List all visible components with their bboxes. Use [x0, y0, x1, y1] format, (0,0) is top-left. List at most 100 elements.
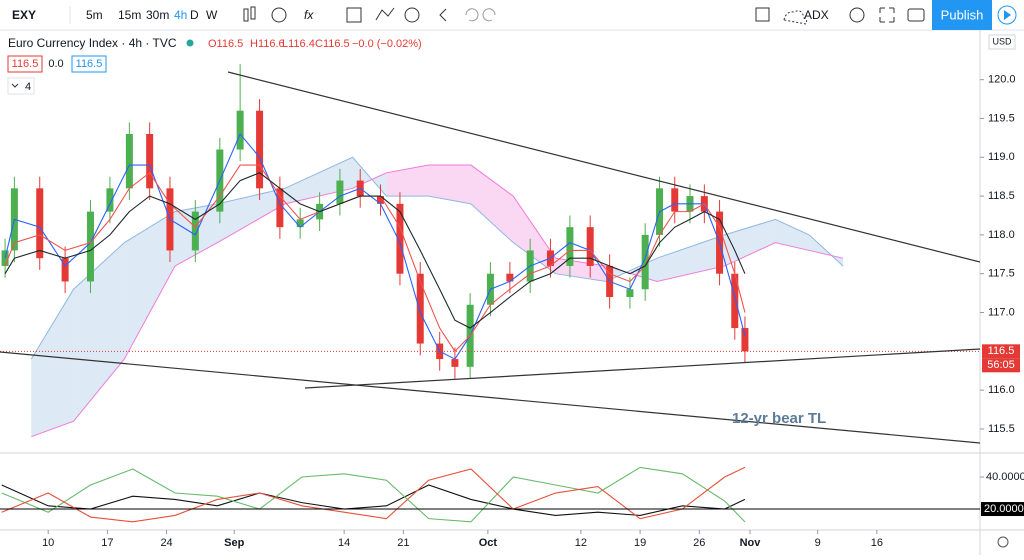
candle-body	[377, 196, 385, 204]
trend-line[interactable]	[0, 351, 980, 444]
indicator-pane	[0, 466, 980, 523]
candle-body	[416, 273, 424, 344]
indicator-line	[4, 164, 746, 353]
ohlc-close: C116.5	[315, 38, 350, 50]
market-status	[186, 39, 194, 47]
candle-body	[741, 328, 749, 352]
currency-box[interactable]	[988, 34, 1016, 50]
cloud-segment	[470, 165, 514, 243]
x-tick-label: 10	[42, 537, 54, 549]
candle-body	[146, 134, 154, 189]
y-tick-label: 40.0000	[986, 471, 1024, 483]
trend-line[interactable]	[227, 71, 980, 263]
candle-body	[191, 211, 199, 251]
cloud-segment	[284, 157, 353, 204]
cloud-icon[interactable]	[783, 10, 808, 25]
chevron	[11, 83, 19, 88]
x-tick-label: 16	[871, 537, 883, 549]
currency: USD	[992, 36, 1012, 46]
level-label: 20.0000	[984, 503, 1024, 515]
publish-label[interactable]: Publish	[941, 7, 984, 22]
chart-type-icon[interactable]	[243, 6, 256, 22]
cloud-edge	[31, 164, 844, 438]
templates-icon[interactable]	[346, 7, 362, 23]
x-tick-label: 19	[634, 537, 646, 549]
fx-icon[interactable]: fx	[304, 8, 314, 22]
compare-icon[interactable]	[375, 7, 395, 21]
annotation[interactable]: 12-yr bear TL	[732, 410, 826, 427]
x-tick-label: 24	[160, 537, 172, 549]
interval[interactable]: 5m	[86, 8, 103, 22]
interval[interactable]: 4h	[174, 8, 187, 22]
indicator-line	[1, 484, 746, 516]
settings-icon[interactable]	[849, 7, 865, 23]
cloud-segment	[31, 289, 74, 437]
candle-body	[451, 359, 459, 367]
interval[interactable]: 30m	[146, 8, 169, 22]
candle-body	[236, 110, 244, 150]
candle-body	[256, 110, 264, 189]
interval[interactable]: D	[190, 8, 199, 22]
cloud-segment	[73, 242, 125, 422]
interval[interactable]: W	[206, 8, 218, 22]
indicator-line	[4, 132, 746, 360]
collapse-box[interactable]	[7, 77, 35, 95]
candle-body	[36, 188, 44, 259]
input-box[interactable]	[7, 55, 43, 73]
candle-body	[296, 219, 304, 228]
y-tick-label: 118.5	[988, 190, 1015, 202]
candle-body	[125, 134, 133, 189]
add-icon[interactable]	[271, 7, 287, 23]
x-tick-label: 17	[101, 537, 113, 549]
snapshot-icon[interactable]	[907, 8, 925, 22]
symbol[interactable]: EXY	[12, 8, 36, 22]
legend-title: Euro Currency Index · 4h · TVC	[8, 36, 177, 50]
cloud-segment	[217, 188, 285, 243]
trend-line[interactable]	[304, 348, 980, 389]
cloud-segment	[656, 234, 725, 282]
candle-body	[506, 273, 514, 282]
candle-body	[671, 188, 679, 212]
x-tick-label: 14	[338, 537, 350, 549]
redo-icon[interactable]	[482, 8, 496, 22]
x-tick-label: 9	[815, 537, 821, 549]
input-value: 116.5	[12, 58, 39, 70]
fullscreen-box[interactable]	[755, 7, 770, 22]
play-button[interactable]	[997, 5, 1017, 25]
ohlc-open: O116.5	[208, 38, 243, 50]
candle-body	[276, 188, 284, 228]
ohlc-change: −0.0 (−0.02%)	[352, 38, 422, 50]
indicator-name[interactable]: ADX	[804, 8, 829, 22]
input-box[interactable]	[71, 55, 107, 73]
x-tick-label: 12	[575, 537, 587, 549]
candle-body	[61, 258, 69, 282]
candle-body	[336, 180, 344, 204]
axis-settings[interactable]	[997, 536, 1009, 548]
candle-body	[566, 227, 574, 266]
expand-icon[interactable]	[879, 7, 895, 23]
price-pane	[0, 64, 980, 438]
undo-icon[interactable]	[465, 8, 479, 22]
legend: Euro Currency Index · 4h · TVC O116.5 H1…	[7, 36, 422, 95]
play-icon	[1004, 10, 1011, 20]
candle-body	[626, 289, 634, 297]
collapsed-count: 4	[25, 81, 31, 93]
y-tick-label: 115.5	[988, 423, 1015, 435]
candle-body	[86, 211, 94, 282]
publish-button[interactable]	[932, 0, 992, 30]
level-label-box	[981, 502, 1024, 517]
candle-body	[106, 188, 114, 212]
replay-icon[interactable]	[439, 8, 447, 22]
alert-icon[interactable]	[404, 7, 420, 23]
price-label: 116.5	[988, 345, 1015, 357]
candle-body	[731, 273, 739, 329]
candle-body	[586, 227, 594, 266]
ohlc-low: L116.4	[282, 38, 315, 50]
candle-body	[396, 203, 404, 274]
x-tick-label: 21	[397, 537, 409, 549]
interval[interactable]: 15m	[118, 8, 141, 22]
x-tick-label: Oct	[479, 537, 498, 549]
indicator-line	[1, 466, 746, 523]
